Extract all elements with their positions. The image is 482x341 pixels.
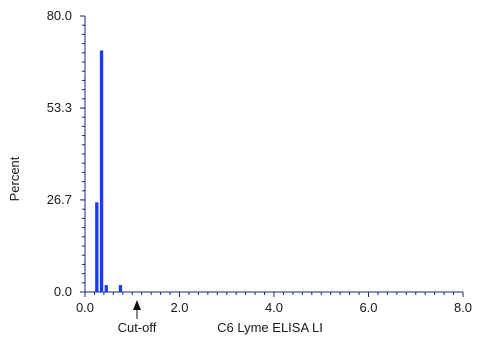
plot-area: 0.0 26.7 53.3 80.0 0.0 2.0 4.0 6.0 8.0 Cut-off [47,8,472,335]
y-tick-label: 26.7 [47,192,72,207]
y-tick-label: 80.0 [47,8,72,23]
x-tick-label: 0.0 [76,300,94,315]
histogram-bar [95,202,99,292]
y-axis-ticks: 0.0 26.7 53.3 80.0 [47,8,85,299]
x-axis-label: C6 Lyme ELISA LI [217,320,323,335]
y-tick-label: 0.0 [54,284,72,299]
x-tick-label: 2.0 [170,300,188,315]
annotations-group: Cut-off [118,300,157,335]
y-tick-label: 53.3 [47,100,72,115]
x-tick-label: 6.0 [359,300,377,315]
x-axis-ticks: 0.0 2.0 4.0 6.0 8.0 [76,292,472,315]
bars-group [95,50,123,292]
cutoff-arrow-head [132,300,141,310]
cutoff-label: Cut-off [118,320,157,335]
histogram-bar [118,285,123,292]
y-axis-label: Percent [7,156,22,201]
x-tick-label: 4.0 [265,300,283,315]
histogram-bar [104,285,108,292]
histogram-bar [99,50,104,292]
x-tick-label: 8.0 [454,300,472,315]
